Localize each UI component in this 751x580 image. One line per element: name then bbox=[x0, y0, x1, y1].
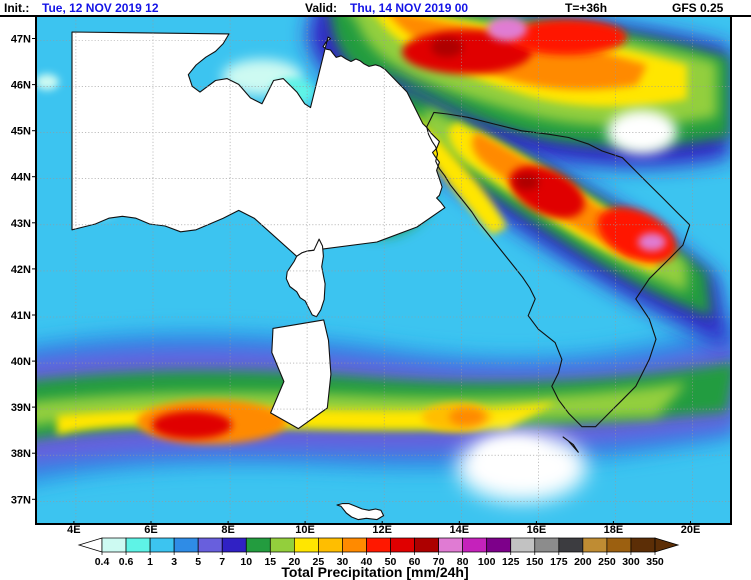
svg-text:38N: 38N bbox=[11, 448, 31, 460]
svg-text:10E: 10E bbox=[295, 524, 315, 536]
svg-text:350: 350 bbox=[646, 556, 664, 568]
svg-text:16E: 16E bbox=[527, 524, 547, 536]
svg-text:0.4: 0.4 bbox=[95, 556, 110, 568]
svg-text:7: 7 bbox=[219, 556, 225, 568]
svg-text:4E: 4E bbox=[67, 524, 80, 536]
svg-text:18E: 18E bbox=[604, 524, 624, 536]
svg-text:Total Precipitation [mm/24h]: Total Precipitation [mm/24h] bbox=[281, 564, 468, 580]
svg-text:3: 3 bbox=[171, 556, 177, 568]
svg-text:45N: 45N bbox=[11, 126, 31, 138]
svg-text:300: 300 bbox=[622, 556, 640, 568]
svg-text:40N: 40N bbox=[11, 356, 31, 368]
svg-text:125: 125 bbox=[502, 556, 520, 568]
svg-text:1: 1 bbox=[147, 556, 153, 568]
svg-text:6E: 6E bbox=[144, 524, 157, 536]
svg-text:15: 15 bbox=[264, 556, 276, 568]
svg-text:5: 5 bbox=[195, 556, 201, 568]
svg-text:150: 150 bbox=[526, 556, 544, 568]
svg-text:12E: 12E bbox=[372, 524, 392, 536]
svg-text:175: 175 bbox=[550, 556, 568, 568]
svg-text:200: 200 bbox=[574, 556, 592, 568]
svg-text:37N: 37N bbox=[11, 494, 31, 506]
svg-text:14E: 14E bbox=[450, 524, 470, 536]
svg-text:43N: 43N bbox=[11, 218, 31, 230]
svg-text:0.6: 0.6 bbox=[119, 556, 134, 568]
svg-text:42N: 42N bbox=[11, 264, 31, 276]
svg-text:39N: 39N bbox=[11, 402, 31, 414]
svg-text:41N: 41N bbox=[11, 310, 31, 322]
svg-text:250: 250 bbox=[598, 556, 616, 568]
svg-text:10: 10 bbox=[240, 556, 252, 568]
svg-text:8E: 8E bbox=[221, 524, 234, 536]
svg-text:100: 100 bbox=[478, 556, 496, 568]
svg-text:20E: 20E bbox=[681, 524, 701, 536]
svg-text:47N: 47N bbox=[11, 34, 31, 46]
svg-text:44N: 44N bbox=[11, 172, 31, 184]
svg-text:46N: 46N bbox=[11, 80, 31, 92]
